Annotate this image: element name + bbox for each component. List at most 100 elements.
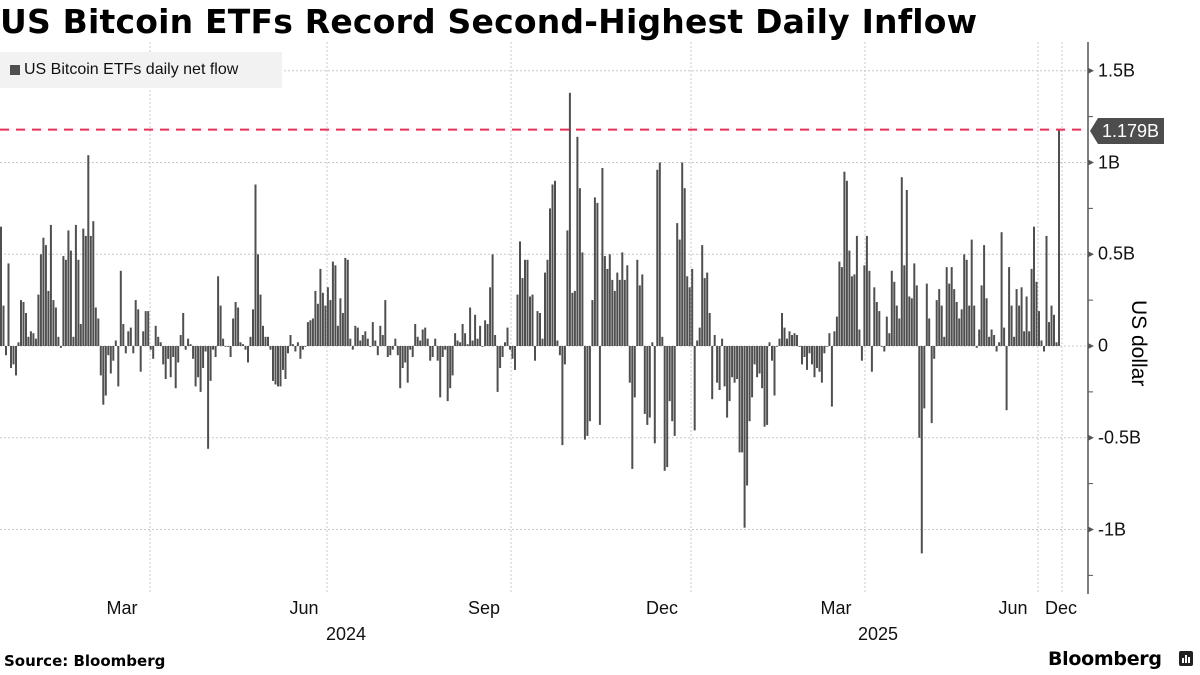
flow-bar [833,331,836,346]
flow-bar [17,342,20,346]
x-year-label: 2025 [857,624,899,644]
flow-bar [486,324,489,346]
flow-bar [910,298,913,346]
flow-bar [950,267,953,346]
flow-bar [214,346,217,357]
flow-bar [324,305,327,346]
flow-bar [52,300,55,346]
flow-bar [152,346,155,359]
flow-bar [229,346,232,357]
flow-bar [761,346,764,389]
flow-bar [142,331,145,346]
flow-bar [1045,235,1048,346]
flow-bar [811,346,813,365]
flow-bar [311,318,314,346]
flow-bar [728,346,731,402]
flow-bar [369,346,372,347]
flow-bar [955,302,958,346]
flow-bar [1058,129,1060,346]
flow-bar [626,265,629,346]
y-tick-label: -1B [1098,519,1127,539]
flow-bar [865,235,868,346]
flow-bar [331,261,334,346]
flow-bar [122,324,125,346]
bloomberg-chart-icon [1179,651,1193,666]
flow-bar [351,346,354,350]
flow-bar [119,270,122,346]
flow-bar [531,294,534,346]
flow-bar [5,346,7,356]
flow-bar [818,346,821,372]
flow-bar [551,184,554,346]
flow-bar [239,342,242,346]
y-tick-marker [1088,159,1094,166]
flow-bar [796,335,798,346]
flow-bar [791,335,793,346]
flow-bar [0,226,2,346]
flow-bar [244,346,247,350]
flow-bar [132,346,135,354]
flow-bar [252,309,254,346]
flow-bar [521,278,524,346]
flow-bar [247,346,249,363]
flow-bar [182,313,185,346]
flow-bar [808,346,811,354]
flow-bar [731,346,734,378]
flow-bar [928,318,931,346]
flow-bar [15,346,17,376]
flow-bar [269,346,272,350]
flow-bar [885,316,888,346]
flow-bar [167,346,170,359]
flow-bar [1000,232,1003,346]
flow-bar [419,340,422,346]
flow-bar [89,235,92,346]
flow-bar [356,327,359,346]
flow-bar [855,235,858,346]
flow-bar [394,338,397,346]
flow-bar [371,322,374,346]
flow-bar [828,333,831,346]
flow-bar [159,342,162,346]
legend: US Bitcoin ETFs daily net flow [0,52,282,88]
flow-bar [187,338,190,346]
flow-bar [149,346,152,350]
flow-bar [933,346,936,359]
flow-bar [434,338,437,346]
flow-bar [114,340,117,346]
flow-bar [197,346,200,378]
y-tick-label: 1B [1098,152,1121,172]
flow-bar [678,239,681,346]
flow-bar [1055,342,1058,346]
flow-bar [506,327,509,346]
flow-bar [766,346,769,425]
flow-bar [164,346,167,379]
flow-bar [262,325,264,346]
flow-bar [466,344,469,346]
flow-bar [576,136,579,346]
flow-bar [7,263,10,346]
flow-bar [82,228,85,346]
flow-bar [980,285,983,346]
flow-bar [616,272,619,346]
flow-bar [611,279,614,346]
flow-bar [925,283,928,346]
flow-bar [207,346,210,449]
flow-bar [274,346,277,385]
flow-bar [314,290,317,346]
flow-bar [316,303,319,346]
flow-bar [544,272,546,346]
y-tick-label: -0.5B [1098,427,1142,448]
flow-bar [62,256,65,346]
flow-bar [137,309,140,346]
flow-bar [913,263,916,346]
flow-bar [673,346,676,436]
flow-bar [441,346,444,357]
flow-bar [87,155,90,346]
flow-bar [873,287,876,346]
flow-bar [129,327,132,346]
flow-bar [1033,226,1035,346]
flow-bar [496,346,499,392]
flow-bar [499,346,502,368]
flow-bar [1005,346,1008,411]
flow-bar [820,346,823,383]
